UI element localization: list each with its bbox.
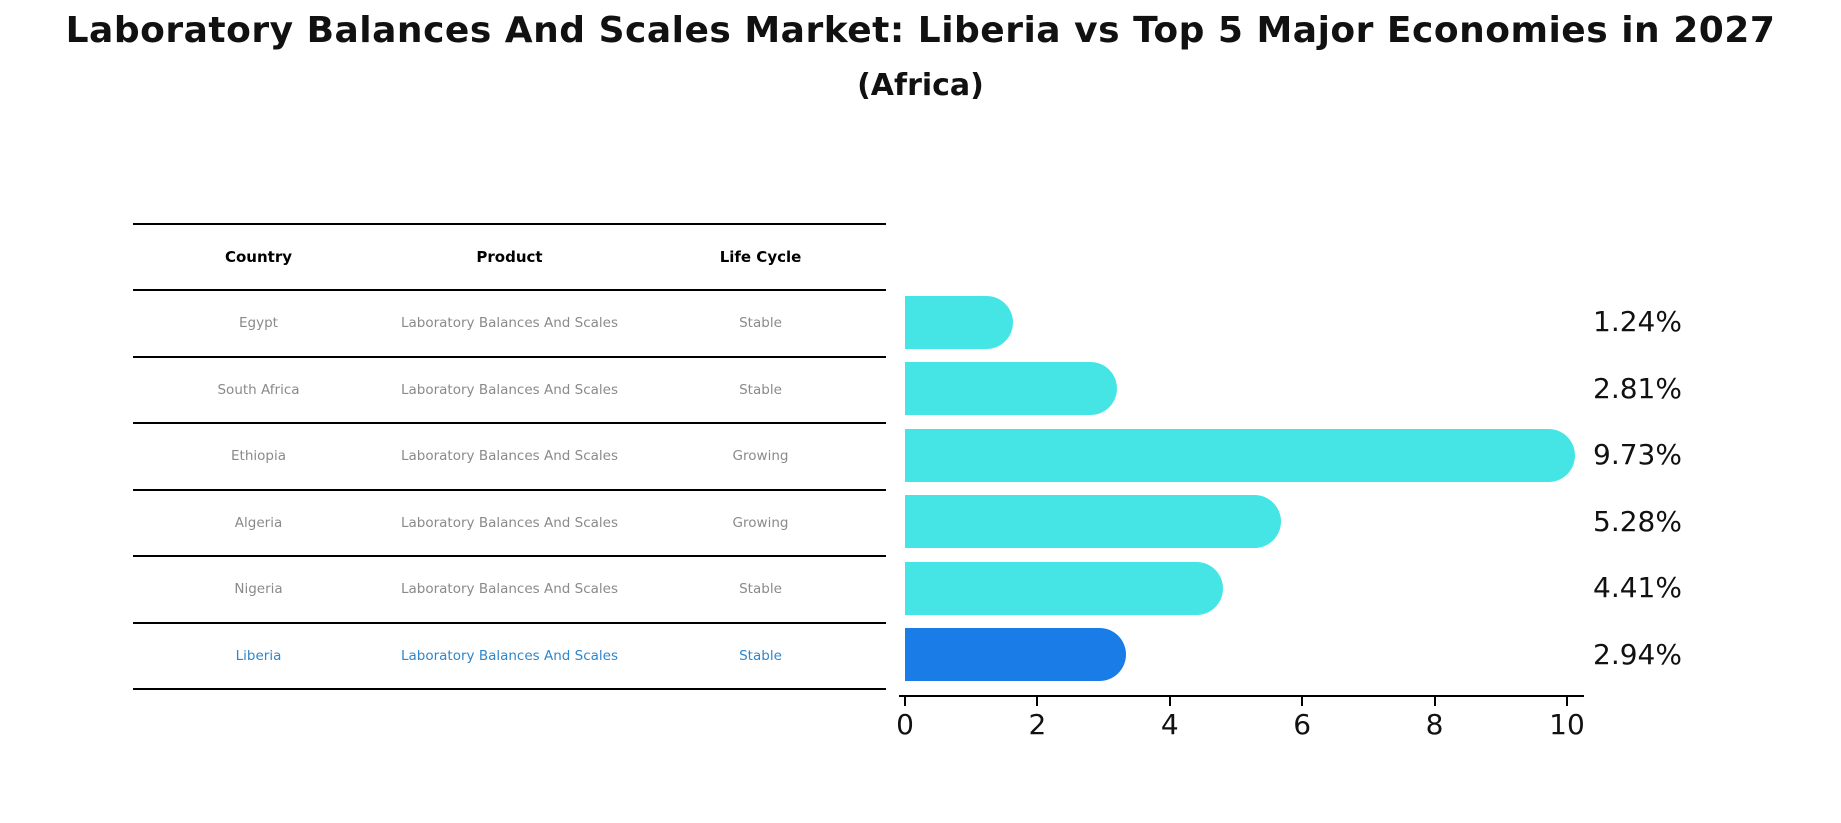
cell-country: South Africa	[217, 381, 300, 398]
x-axis-tick	[1168, 697, 1171, 706]
cell-product: Laboratory Balances And Scales	[400, 581, 618, 598]
table-row: Egypt Laboratory Balances And Scales Sta…	[133, 291, 886, 358]
cell-life-cycle: Growing	[732, 448, 789, 465]
table-row: Ethiopia Laboratory Balances And Scales …	[133, 424, 886, 491]
cell-country: Nigeria	[234, 581, 283, 598]
table-row: Algeria Laboratory Balances And Scales G…	[133, 491, 886, 557]
x-axis-tick	[1433, 697, 1436, 706]
cell-product: Laboratory Balances And Scales	[400, 514, 618, 531]
value-labels: 1.24% 2.81% 9.73% 5.28% 4.41% 2.94%	[1593, 289, 1723, 688]
header-life-cycle: Life Cycle	[719, 248, 802, 266]
cell-life-cycle: Growing	[732, 514, 789, 531]
bar	[905, 362, 1118, 416]
x-axis-ticks: 0 2 4 6 8 10	[896, 697, 1585, 757]
cell-product: Laboratory Balances And Scales	[400, 381, 618, 398]
value-label: 9.73%	[1593, 438, 1682, 471]
cell-product: Laboratory Balances And Scales	[400, 315, 618, 332]
x-axis	[899, 695, 1584, 697]
x-axis-tick	[1036, 697, 1039, 706]
cell-country: Ethiopia	[231, 448, 286, 465]
bar-chart	[905, 289, 1605, 688]
bar	[905, 428, 1576, 482]
value-label: 1.24%	[1593, 305, 1682, 338]
x-axis-tick-label: 6	[1293, 708, 1312, 741]
cell-product: Laboratory Balances And Scales	[400, 647, 618, 664]
cell-life-cycle: Stable	[739, 581, 782, 598]
value-label: 5.28%	[1593, 504, 1682, 538]
table-row: Nigeria Laboratory Balances And Scales S…	[133, 557, 886, 624]
x-axis-tick-label: 10	[1549, 708, 1585, 741]
header-product: Product	[476, 248, 543, 266]
page-title: Laboratory Balances And Scales Market: L…	[65, 10, 1776, 51]
bar	[905, 561, 1223, 615]
cell-country: Egypt	[239, 315, 278, 332]
cell-life-cycle: Stable	[739, 647, 782, 664]
country-table: Country Product Life Cycle Egypt Laborat…	[133, 223, 886, 690]
cell-country: Liberia	[235, 647, 282, 664]
table-row: South Africa Laboratory Balances And Sca…	[133, 358, 886, 424]
cell-life-cycle: Stable	[739, 315, 782, 332]
bar	[905, 495, 1281, 549]
header-country: Country	[224, 248, 293, 266]
cell-product: Laboratory Balances And Scales	[400, 448, 618, 465]
cell-country: Algeria	[234, 514, 283, 531]
page-subtitle: (Africa)	[857, 68, 984, 103]
table-header-row: Country Product Life Cycle	[133, 223, 886, 291]
value-label: 4.41%	[1593, 571, 1682, 604]
value-label: 2.94%	[1593, 637, 1682, 671]
bar	[905, 628, 1126, 682]
cell-life-cycle: Stable	[739, 381, 782, 398]
x-axis-tick	[1301, 697, 1304, 706]
x-axis-tick	[904, 697, 906, 706]
x-axis-tick-label: 2	[1028, 708, 1047, 741]
x-axis-tick	[1566, 697, 1568, 706]
x-axis-tick-label: 8	[1425, 708, 1444, 741]
x-axis-tick-label: 0	[896, 708, 914, 741]
table-row: Liberia Laboratory Balances And Scales S…	[133, 624, 886, 690]
bar	[905, 295, 1014, 349]
value-label: 2.81%	[1593, 371, 1682, 405]
x-axis-tick-label: 4	[1160, 708, 1179, 741]
